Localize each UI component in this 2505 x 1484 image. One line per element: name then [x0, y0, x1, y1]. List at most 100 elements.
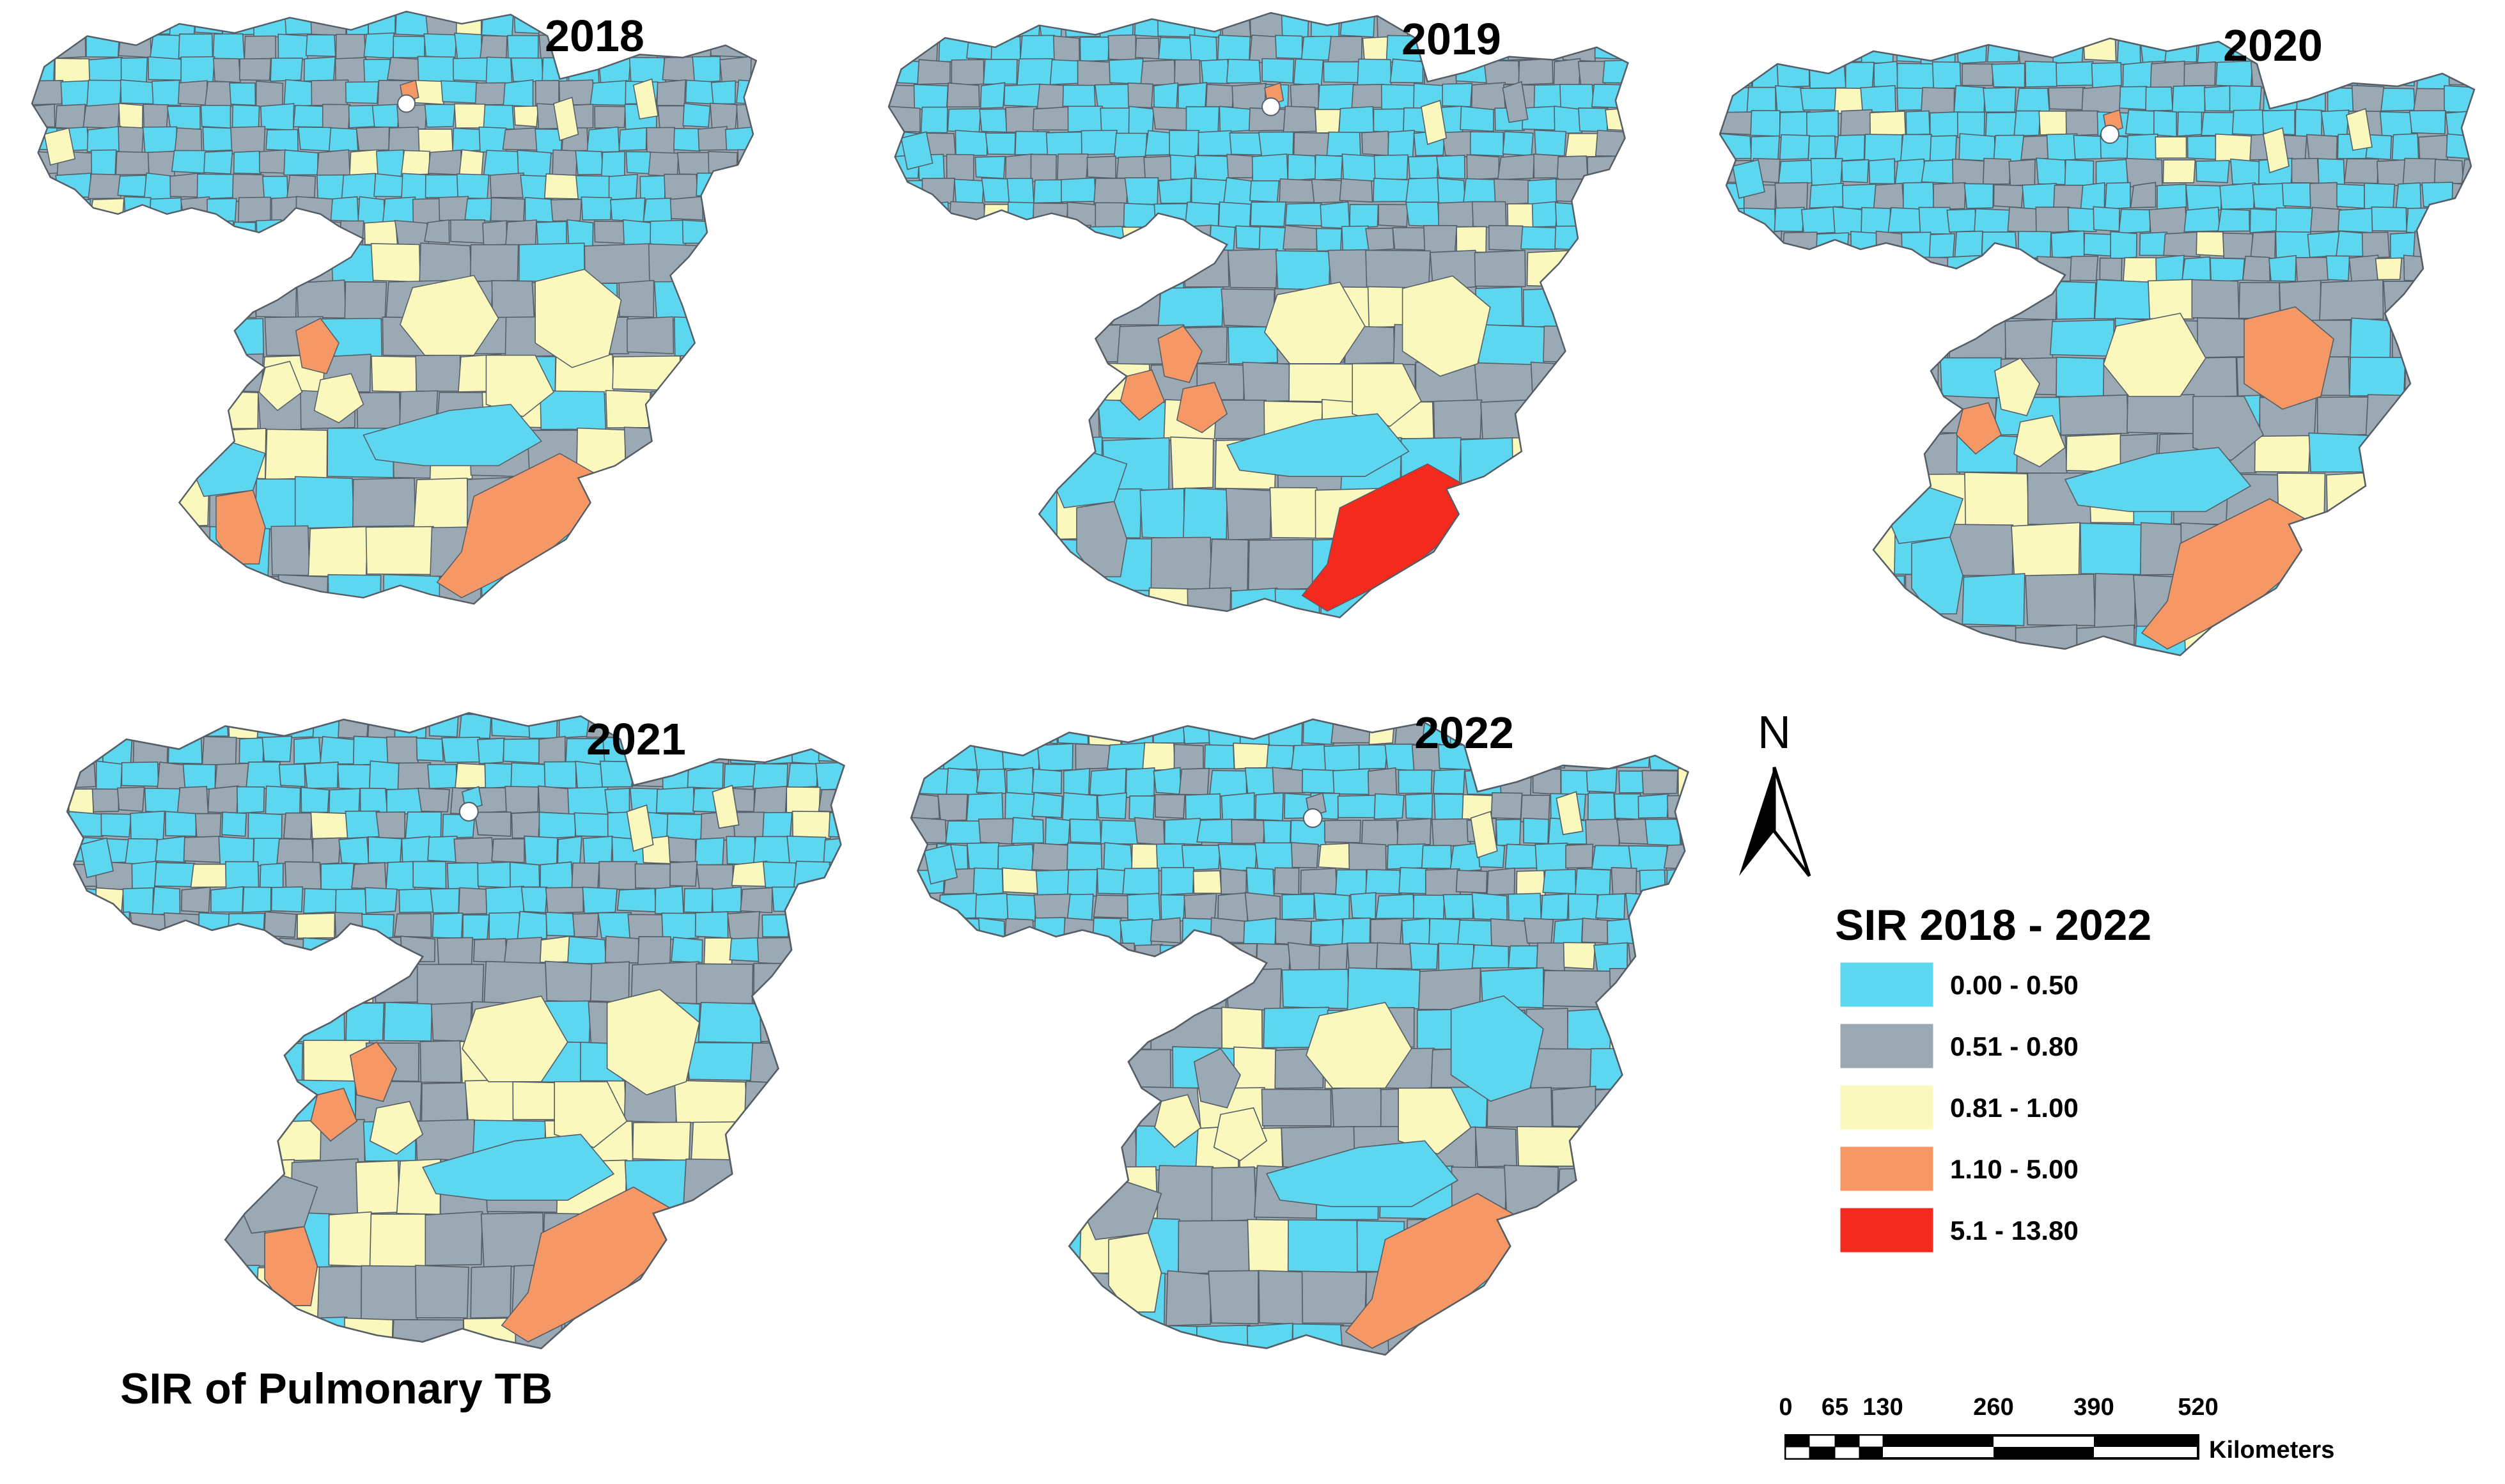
- district: [2073, 134, 2104, 160]
- district: [1144, 130, 1174, 156]
- district: [236, 786, 265, 814]
- district: [1247, 1219, 1292, 1273]
- district: [2336, 230, 2365, 257]
- district: [1401, 918, 1432, 945]
- district: [1827, 356, 1896, 399]
- district: [1122, 868, 1160, 895]
- district: [2483, 61, 2505, 86]
- district: [1031, 769, 1063, 794]
- district: [238, 737, 265, 764]
- district: [2081, 84, 2121, 115]
- district: [308, 526, 368, 578]
- district: [913, 35, 939, 63]
- district: [792, 810, 831, 840]
- district-highlight: [1994, 357, 2040, 416]
- district: [649, 575, 701, 604]
- district: [164, 811, 197, 837]
- district: [1357, 58, 1392, 87]
- district: [1331, 1085, 1384, 1129]
- legend-swatch: [1839, 1146, 1934, 1192]
- district: [1066, 201, 1100, 230]
- district: [736, 79, 756, 105]
- district: [2376, 159, 2406, 187]
- district: [2413, 38, 2449, 63]
- district: [2005, 254, 2040, 281]
- legend-label: 1.10 - 5.00: [1950, 1154, 2079, 1184]
- district: [456, 173, 490, 199]
- district: [1002, 867, 1040, 894]
- district: [316, 174, 345, 201]
- district: [204, 81, 233, 107]
- district: [536, 221, 567, 247]
- district: [1418, 590, 1467, 618]
- district: [121, 761, 159, 787]
- district: [1585, 818, 1620, 848]
- district: [775, 1318, 845, 1348]
- district: [469, 244, 519, 282]
- district: [1379, 588, 1421, 618]
- district: [1056, 362, 1104, 402]
- district: [130, 935, 160, 967]
- district: [387, 57, 420, 82]
- district: [2181, 256, 2212, 281]
- district: [581, 196, 613, 221]
- district: [470, 1265, 512, 1319]
- district: [654, 886, 685, 916]
- district: [1860, 85, 1896, 113]
- district: [32, 221, 66, 247]
- district: [1249, 180, 1280, 203]
- district: [1339, 178, 1373, 203]
- district: [1921, 87, 1955, 114]
- district: [851, 763, 888, 787]
- district: [1300, 35, 1333, 62]
- district: [1531, 1270, 1587, 1327]
- district: [1317, 83, 1355, 111]
- district: [538, 811, 577, 840]
- district: [2035, 207, 2072, 234]
- district: [973, 1088, 1041, 1129]
- district: [464, 1079, 515, 1122]
- district: [1520, 226, 1558, 250]
- district: [1266, 744, 1294, 770]
- district: [388, 127, 421, 153]
- district: [2375, 257, 2403, 281]
- district: [1384, 743, 1416, 772]
- district: [1750, 135, 1780, 162]
- district: [393, 35, 426, 59]
- district: [293, 244, 334, 285]
- district: [1219, 105, 1253, 133]
- district: [355, 1160, 400, 1215]
- district-highlight: [369, 1100, 424, 1155]
- district: [1318, 843, 1351, 870]
- district: [1196, 1324, 1251, 1355]
- district: [710, 80, 737, 105]
- district: [157, 1160, 208, 1216]
- district: [1612, 201, 1628, 228]
- district: [282, 219, 315, 249]
- district: [1001, 1322, 1065, 1355]
- district: [1036, 743, 1073, 772]
- district-highlight: [1352, 363, 1422, 427]
- district: [586, 126, 620, 153]
- district: [672, 1263, 745, 1320]
- district: [2430, 471, 2474, 524]
- district: [345, 1002, 385, 1042]
- district: [2365, 134, 2392, 160]
- district: [265, 785, 301, 815]
- district: [994, 1046, 1038, 1092]
- district: [91, 575, 139, 604]
- district: [1720, 233, 1752, 258]
- district: [731, 353, 756, 394]
- district: [1625, 719, 1656, 747]
- district: [154, 862, 197, 887]
- district: [755, 125, 756, 154]
- district: [593, 575, 652, 604]
- district: [1466, 154, 1500, 181]
- district: [688, 12, 714, 36]
- district: [1783, 320, 1835, 357]
- district: [914, 13, 944, 38]
- district: [2316, 396, 2369, 437]
- district: [983, 203, 1011, 229]
- district: [1775, 85, 1805, 113]
